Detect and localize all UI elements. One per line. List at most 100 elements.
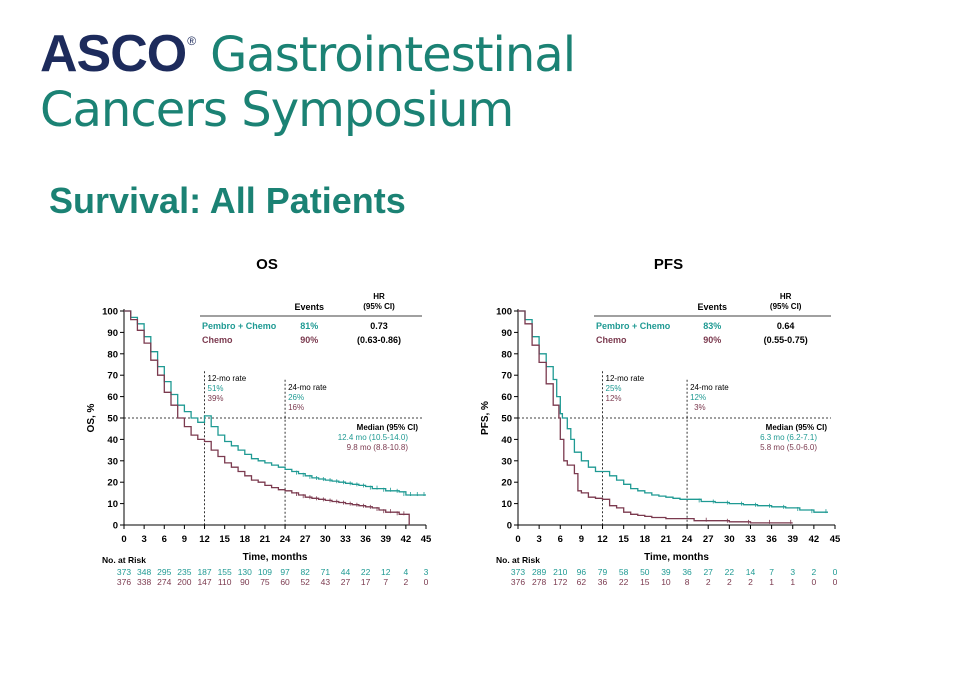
c0-x-tick-label: 27	[300, 534, 311, 545]
c1-rate12-chemo: 12%	[606, 394, 622, 403]
c0-legend-series-name: Pembro + Chemo	[202, 321, 277, 331]
c1-at-risk-value: 210	[553, 567, 567, 577]
c0-median-label: Median (95% CI)	[357, 423, 419, 432]
c0-at-risk-value: 338	[137, 577, 151, 587]
c1-x-tick-label: 36	[766, 534, 777, 545]
c1-legend-hr-ci-header: (95% CI)	[770, 302, 802, 311]
c0-at-risk-value: 22	[361, 567, 371, 577]
c1-median-label: Median (95% CI)	[766, 423, 828, 432]
c0-at-risk-value: 97	[280, 567, 290, 577]
c1-y-tick-label: 70	[501, 371, 512, 382]
c1-at-risk-value: 36	[598, 577, 608, 587]
c1-median-pembro: 6.3 mo (6.2-7.1)	[760, 433, 817, 442]
c0-at-risk-value: 348	[137, 567, 151, 577]
c0-at-risk-value: 2	[403, 577, 408, 587]
c0-legend-events-value: 90%	[300, 335, 318, 345]
c1-km-curve-chemo	[518, 310, 793, 524]
c0-x-tick-label: 39	[380, 534, 391, 545]
c1-at-risk-label: No. at Risk	[496, 555, 540, 565]
c1-at-risk-value: 39	[661, 567, 671, 577]
c1-at-risk-value: 36	[682, 567, 692, 577]
c1-rate24-label: 24-mo rate	[690, 383, 729, 392]
c0-y-tick-label: 50	[107, 414, 118, 425]
c1-x-tick-label: 12	[597, 534, 608, 545]
c1-legend-hr-header: HR	[780, 292, 792, 301]
c1-legend-events-value: 83%	[703, 321, 721, 331]
c1-chart-title: PFS	[654, 256, 683, 273]
c0-y-tick-label: 0	[113, 521, 118, 532]
c1-y-tick-label: 20	[501, 478, 512, 489]
c1-x-tick-label: 27	[703, 534, 714, 545]
c0-y-tick-label: 20	[107, 478, 118, 489]
c1-legend-hr-value: 0.64	[777, 321, 795, 331]
c0-at-risk-value: 27	[341, 577, 351, 587]
c1-at-risk-value: 58	[619, 567, 629, 577]
c1-at-risk-value: 1	[790, 577, 795, 587]
c1-median-chemo: 5.8 mo (5.0-6.0)	[760, 443, 817, 452]
c0-y-tick-label: 100	[102, 307, 118, 318]
c0-y-tick-label: 80	[107, 349, 118, 360]
c1-rate12-pembro: 25%	[606, 384, 622, 393]
c1-at-risk-value: 15	[640, 577, 650, 587]
c1-y-tick-label: 0	[507, 521, 512, 532]
c0-at-risk-value: 155	[218, 567, 232, 577]
c1-x-tick-label: 9	[579, 534, 584, 545]
c1-at-risk-value: 172	[553, 577, 567, 587]
c0-at-risk-value: 295	[157, 567, 171, 577]
c1-at-risk-value: 278	[532, 577, 546, 587]
c0-rate24-label: 24-mo rate	[288, 383, 327, 392]
c0-at-risk-value: 44	[341, 567, 351, 577]
c0-x-tick-label: 18	[240, 534, 251, 545]
c0-x-tick-label: 42	[401, 534, 412, 545]
c0-at-risk-value: 12	[381, 567, 391, 577]
c0-at-risk-value: 373	[117, 567, 131, 577]
c0-median-chemo: 9.8 mo (8.8-10.8)	[347, 443, 409, 452]
c0-km-curve-pembro	[124, 310, 426, 496]
c1-x-tick-label: 21	[661, 534, 672, 545]
c0-at-risk-value: 60	[280, 577, 290, 587]
c1-x-tick-label: 0	[515, 534, 520, 545]
c0-at-risk-value: 43	[321, 577, 331, 587]
c1-y-tick-label: 80	[501, 349, 512, 360]
c1-rate24-pembro: 12%	[690, 393, 706, 402]
c0-rate24-pembro: 26%	[288, 393, 304, 402]
c1-at-risk-value: 0	[833, 577, 838, 587]
c1-km-curve-pembro	[518, 310, 828, 513]
c1-y-tick-label: 10	[501, 499, 512, 510]
c1-legend-series-name: Chemo	[596, 335, 627, 345]
c1-at-risk-value: 22	[619, 577, 629, 587]
c0-rate12-pembro: 51%	[208, 384, 224, 393]
c0-at-risk-value: 17	[361, 577, 371, 587]
c1-rate24-chemo: 3%	[694, 403, 706, 412]
c1-y-tick-label: 90	[501, 328, 512, 339]
c0-x-tick-label: 0	[121, 534, 126, 545]
c0-legend-hr-header: HR	[373, 292, 385, 301]
c0-legend-hr-value: 0.73	[370, 321, 388, 331]
c1-y-tick-label: 50	[501, 414, 512, 425]
c0-legend-events-value: 81%	[300, 321, 318, 331]
c1-at-risk-value: 10	[661, 577, 671, 587]
c1-at-risk-value: 373	[511, 567, 525, 577]
c1-at-risk-value: 1	[769, 577, 774, 587]
c1-x-tick-label: 6	[558, 534, 563, 545]
c1-legend-series-name: Pembro + Chemo	[596, 321, 671, 331]
c1-legend-hr-value: (0.55-0.75)	[764, 335, 808, 345]
c0-chart-title: OS	[256, 256, 278, 273]
c0-at-risk-value: 235	[177, 567, 191, 577]
c1-rate12-label: 12-mo rate	[606, 374, 645, 383]
c0-legend-events-header: Events	[294, 302, 324, 312]
c0-at-risk-value: 187	[197, 567, 211, 577]
c0-at-risk-value: 110	[218, 577, 232, 587]
c0-at-risk-value: 52	[300, 577, 310, 587]
c1-at-risk-value: 22	[725, 567, 735, 577]
c0-x-tick-label: 3	[141, 534, 146, 545]
c0-x-tick-label: 9	[182, 534, 187, 545]
c0-x-tick-label: 24	[280, 534, 291, 545]
c1-at-risk-value: 8	[685, 577, 690, 587]
c1-at-risk-value: 289	[532, 567, 546, 577]
c0-y-tick-label: 30	[107, 456, 118, 467]
logo-registered-mark: ®	[187, 34, 197, 48]
c0-x-tick-label: 6	[162, 534, 167, 545]
c1-at-risk-value: 7	[769, 567, 774, 577]
c1-at-risk-value: 96	[577, 567, 587, 577]
